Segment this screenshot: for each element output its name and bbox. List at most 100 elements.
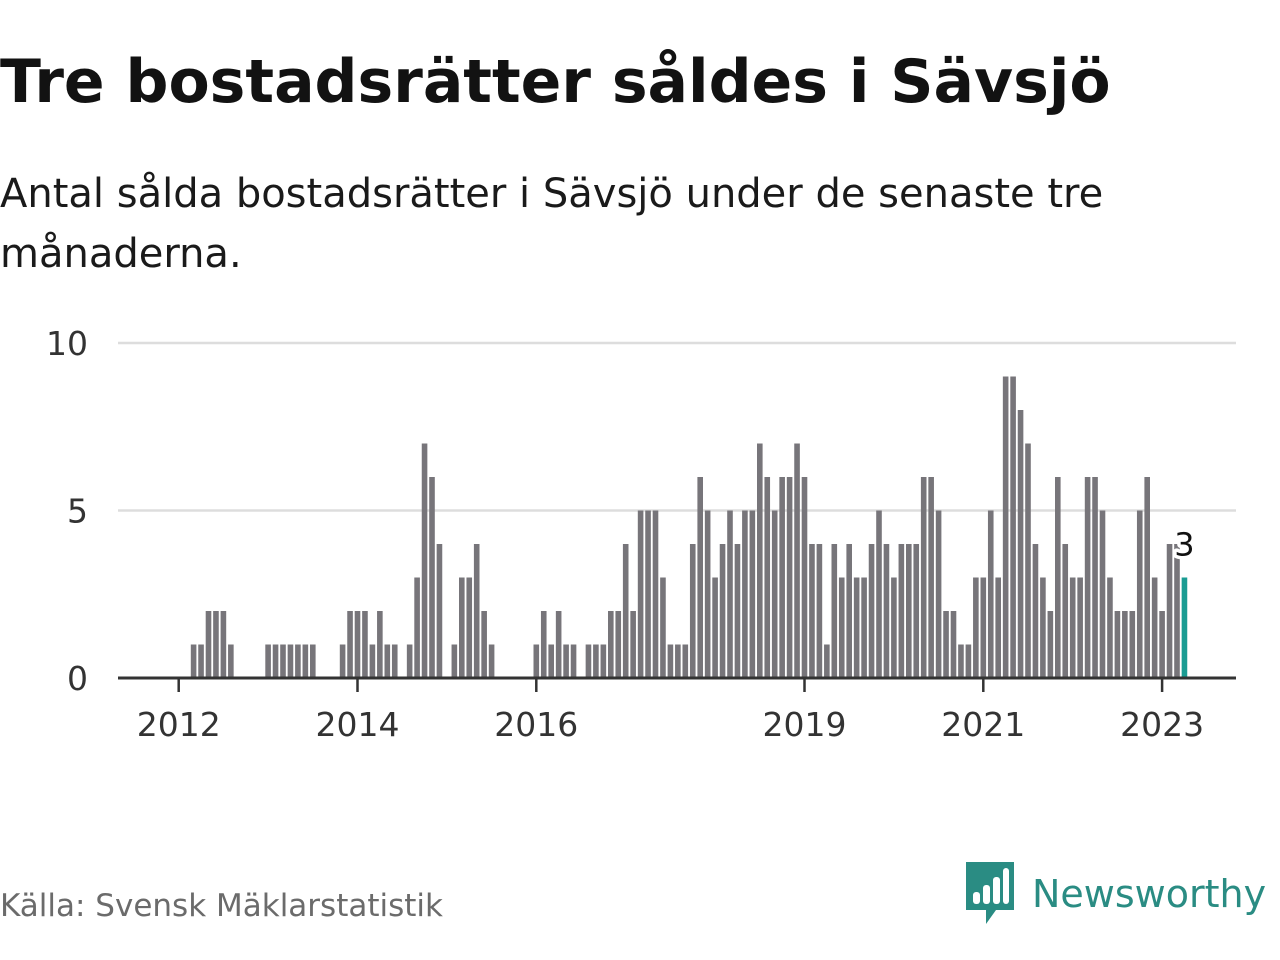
bar [1174,544,1180,678]
x-tick-label: 2016 [494,705,578,744]
x-tick-label: 2019 [763,705,847,744]
bar [1092,477,1098,678]
bar [1166,544,1173,678]
bar [362,611,368,678]
bar [228,644,234,678]
bar [570,644,577,678]
bar [1107,577,1113,678]
bar [779,477,785,678]
bar [667,644,674,678]
bar [816,544,823,678]
bar [1010,376,1016,678]
bar [1017,410,1024,678]
bar [421,443,428,678]
bar [943,611,949,678]
bar [272,644,279,678]
chart-subtitle: Antal sålda bostadsrätter i Sävsjö under… [0,171,1104,277]
bar [1055,477,1061,678]
bar [615,611,622,678]
bar [295,644,301,678]
x-tick-label: 2023 [1120,705,1204,744]
bar [1099,510,1106,678]
bar [831,544,838,678]
x-tick-label: 2012 [137,705,221,744]
bar [481,611,487,678]
bar [913,544,920,678]
bar [1077,577,1083,678]
bar-chart: 0 5 10 2012 2014 2016 2019 2021 2023 3 [46,324,1236,744]
brand-name: Newsworthy [1032,872,1267,916]
bar [853,577,860,678]
bar [220,611,227,678]
bar [1025,443,1031,678]
bar [965,644,972,678]
bar [719,544,726,678]
bar [600,644,607,678]
bar [190,644,197,678]
bar [868,544,875,678]
bar [734,544,741,678]
bar [645,510,651,678]
chart-title: Tre bostadsrätter såldes i Sävsjö [0,47,1111,117]
bar [697,477,703,678]
bar [794,443,800,678]
bar [846,544,852,678]
x-axis: 2012 2014 2016 2019 2021 2023 [118,676,1236,744]
bar [414,577,420,678]
bar [757,443,763,678]
x-tick-label: 2014 [316,705,400,744]
bar [1032,544,1039,678]
bar [533,644,540,678]
bar [675,644,681,678]
bar [682,644,689,678]
bar [622,544,629,678]
bar [436,544,443,678]
data-labels: 3 [1171,522,1198,567]
bar [1129,611,1136,678]
bar [1151,577,1158,678]
bar [861,577,867,678]
bar [652,510,659,678]
bar [1084,477,1091,678]
gridlines [118,341,1236,512]
bar [771,510,778,678]
bar [1069,577,1076,678]
bar [473,544,480,678]
bar [429,477,435,678]
bar [287,644,294,678]
bar [205,611,212,678]
bar [451,644,458,678]
bar [764,477,771,678]
bar-chart-speech-bubble-icon [966,862,1014,924]
bar [742,510,748,678]
bar [593,644,599,678]
bar [1040,577,1046,678]
bar [1114,611,1121,678]
bar [1047,611,1054,678]
bar [950,611,957,678]
y-tick-label: 5 [67,492,88,531]
bar [384,644,391,678]
bar [637,510,644,678]
bar [213,611,219,678]
bar [280,644,286,678]
bar [377,611,383,678]
bar [838,577,845,678]
bar [898,544,905,678]
bar [339,644,346,678]
bar [920,477,927,678]
bar [987,510,994,678]
bar [347,611,353,678]
y-tick-label: 0 [67,659,88,698]
bar [563,644,569,678]
bar [801,477,808,678]
bar [958,644,964,678]
y-axis-ticks: 0 5 10 [46,324,88,698]
bar [608,611,614,678]
bar [302,644,309,678]
bar [459,577,465,678]
bar [928,477,934,678]
bar [1136,510,1143,678]
bar [391,644,398,678]
brand[interactable]: Newsworthy [964,862,1266,926]
